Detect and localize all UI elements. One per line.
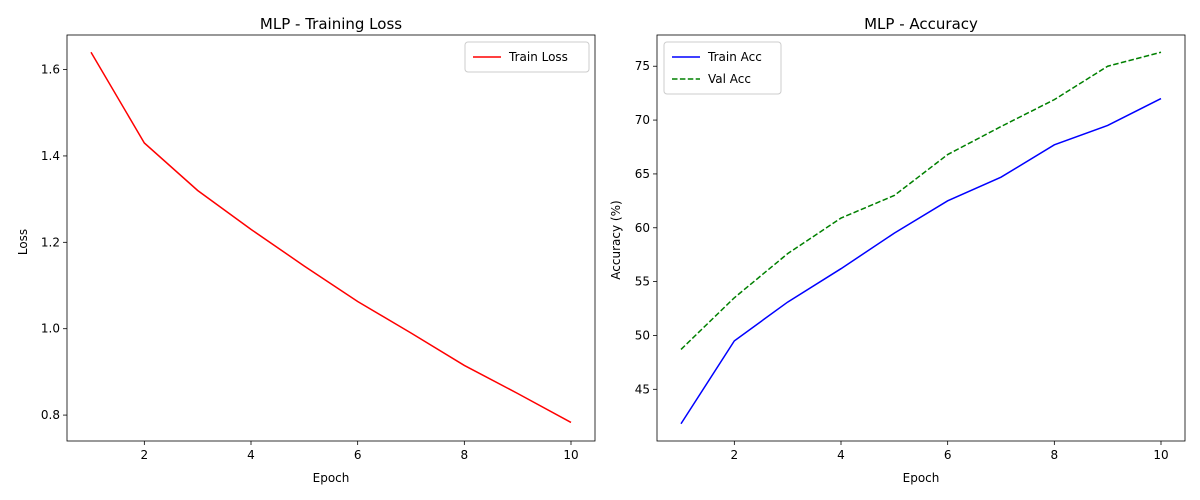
accuracy-chart: MLP - Accuracy Epoch Accuracy (%) 2 4 6 8 10…	[609, 15, 1186, 485]
x-tick-label: 4	[837, 448, 845, 462]
x-tick-label: 4	[247, 448, 255, 462]
legend-label: Train Loss	[508, 50, 568, 64]
y-tick-label: 1.2	[41, 235, 60, 249]
y-tick-label: 65	[635, 167, 650, 181]
plot-frame	[66, 34, 596, 442]
x-tick-label: 2	[731, 448, 739, 462]
x-tick-label: 2	[141, 448, 149, 462]
training-loss-chart: MLP - Training Loss Epoch Loss 2 4 6 8 10 0.8…	[16, 15, 596, 485]
series-line-train-loss	[90, 51, 572, 424]
y-tick-label: 1.0	[41, 322, 60, 336]
y-tick-label: 1.4	[41, 149, 60, 163]
y-tick-label: 75	[635, 59, 650, 73]
series-line-train-acc	[680, 97, 1162, 425]
series-line-val-acc	[680, 51, 1162, 350]
y-tick-label: 0.8	[41, 408, 60, 422]
legend	[663, 41, 782, 95]
x-axis-label: Epoch	[313, 471, 350, 485]
y-tick-label: 50	[635, 328, 650, 342]
y-axis-label: Loss	[16, 229, 30, 255]
y-tick-label: 55	[635, 275, 650, 289]
y-tick-label: 45	[635, 382, 650, 396]
chart-title: MLP - Accuracy	[864, 15, 978, 33]
legend	[464, 41, 590, 73]
x-tick-label: 6	[944, 448, 952, 462]
y-tick-label: 1.6	[41, 63, 60, 77]
chart-title: MLP - Training Loss	[260, 15, 402, 33]
x-axis-label: Epoch	[903, 471, 940, 485]
legend-label: Train Acc	[707, 50, 762, 64]
x-tick-label: 6	[354, 448, 362, 462]
x-tick-label: 8	[1051, 448, 1059, 462]
y-tick-label: 70	[635, 113, 650, 127]
x-tick-label: 10	[563, 448, 578, 462]
x-tick-label: 10	[1153, 448, 1168, 462]
y-tick-label: 60	[635, 221, 650, 235]
legend-label: Val Acc	[708, 72, 751, 86]
plot-frame	[656, 34, 1186, 442]
x-tick-label: 8	[461, 448, 469, 462]
y-axis-label: Accuracy (%)	[609, 200, 623, 279]
